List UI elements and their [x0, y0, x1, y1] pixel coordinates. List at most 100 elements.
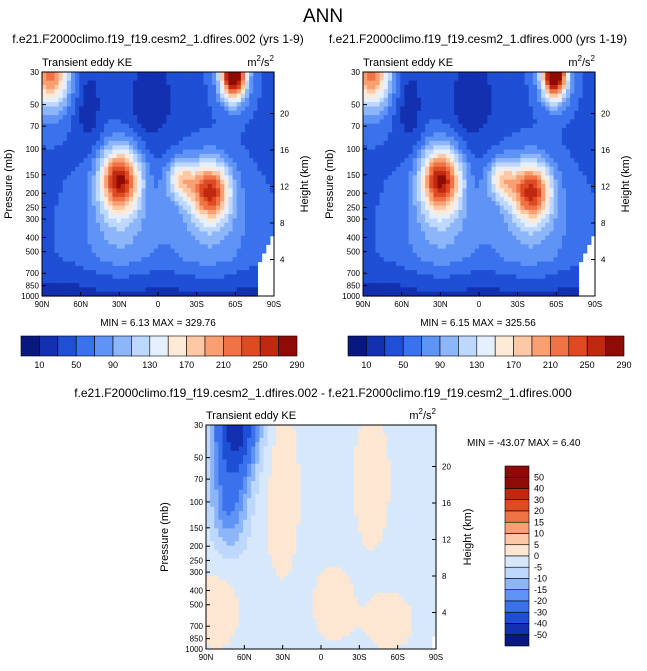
contour-cell — [375, 188, 381, 194]
contour-cell — [249, 89, 254, 95]
contour-cell — [586, 162, 592, 168]
contour-cell — [149, 240, 155, 245]
contour-cell — [232, 140, 238, 146]
contour-cell — [228, 209, 234, 215]
contour-cell — [124, 119, 130, 125]
contour-cell — [379, 119, 385, 125]
contour-cell — [71, 123, 76, 129]
contour-cell — [495, 136, 501, 142]
contour-cell — [566, 72, 571, 77]
contour-cell — [158, 106, 163, 112]
contour-cell — [207, 128, 213, 133]
contour-cell — [104, 227, 109, 232]
contour-cell — [187, 218, 192, 224]
contour-cell — [503, 149, 509, 155]
contour-cell — [62, 80, 68, 86]
contour-cell — [182, 235, 188, 241]
contour-cell — [421, 76, 426, 82]
contour-cell — [62, 179, 68, 185]
contour-cell — [207, 162, 213, 168]
contour-cell — [240, 287, 246, 293]
contour-cell — [462, 93, 468, 99]
contour-cell — [166, 235, 172, 241]
contour-cell — [412, 145, 418, 151]
contour-cell — [491, 72, 497, 77]
contour-cell — [574, 76, 580, 82]
contour-cell — [224, 244, 230, 250]
contour-cell — [216, 274, 221, 280]
contour-cell — [182, 201, 188, 207]
contour-cell — [450, 93, 455, 99]
contour-cell — [383, 196, 389, 202]
contour-cell — [203, 132, 209, 138]
contour-cell — [249, 287, 254, 293]
contour-cell — [42, 97, 47, 103]
colorbar-swatch — [278, 335, 298, 357]
contour-cell — [524, 110, 530, 116]
contour-cell — [441, 209, 447, 215]
contour-cell — [508, 188, 513, 194]
contour-cell — [145, 261, 151, 267]
contour-cell — [240, 188, 246, 194]
contour-cell — [586, 149, 592, 155]
contour-cell — [137, 270, 143, 276]
contour-cell — [549, 209, 555, 215]
contour-cell — [416, 110, 422, 116]
contour-cell — [178, 252, 184, 258]
contour-cell — [479, 76, 484, 82]
contour-cell — [162, 153, 167, 159]
contour-cell — [404, 97, 410, 103]
contour-cell — [220, 119, 225, 125]
contour-cell — [566, 209, 571, 215]
contour-cell — [520, 171, 526, 176]
contour-cell — [570, 209, 575, 215]
contour-cell — [46, 291, 51, 297]
contour-cell — [199, 153, 205, 159]
contour-cell — [416, 153, 422, 159]
contour-cell — [54, 76, 60, 82]
contour-cell — [404, 123, 410, 129]
contour-cell — [87, 166, 93, 172]
contour-cell — [62, 205, 68, 211]
contour-cell — [557, 188, 563, 194]
contour-cell — [396, 110, 401, 116]
contour-cell — [145, 218, 151, 224]
contour-cell — [141, 166, 147, 172]
contour-cell — [363, 93, 368, 99]
contour-cell — [149, 158, 155, 164]
contour-cell — [42, 128, 47, 133]
contour-cell — [249, 175, 254, 181]
contour-cell — [66, 153, 72, 159]
contour-cell — [240, 257, 246, 263]
contour-cell — [474, 110, 480, 116]
contour-cell — [75, 240, 80, 245]
contour-cell — [108, 265, 114, 271]
contour-cell — [566, 158, 571, 164]
contour-cell — [141, 209, 147, 215]
height-tick-label: 4 — [280, 255, 285, 264]
contour-cell — [104, 283, 109, 288]
contour-cell — [466, 132, 472, 138]
contour-cell — [503, 145, 509, 151]
contour-cell — [582, 76, 588, 82]
contour-cell — [545, 132, 551, 138]
contour-cell — [503, 128, 509, 133]
contour-cell — [445, 179, 451, 185]
contour-cell — [137, 119, 143, 125]
contour-cell — [516, 132, 522, 138]
contour-cell — [537, 72, 542, 77]
contour-cell — [253, 115, 259, 120]
contour-cell — [153, 162, 159, 168]
contour-cell — [574, 184, 580, 189]
contour-cell — [153, 153, 159, 159]
contour-cell — [120, 248, 126, 254]
contour-cell — [54, 80, 60, 86]
contour-cell — [141, 291, 147, 297]
contour-cell — [191, 257, 196, 263]
contour-cell — [50, 201, 56, 207]
contour-cell — [557, 184, 563, 189]
contour-cell — [561, 80, 567, 86]
contour-cell — [145, 140, 151, 146]
contour-cell — [445, 205, 451, 211]
contour-cell — [182, 291, 188, 297]
